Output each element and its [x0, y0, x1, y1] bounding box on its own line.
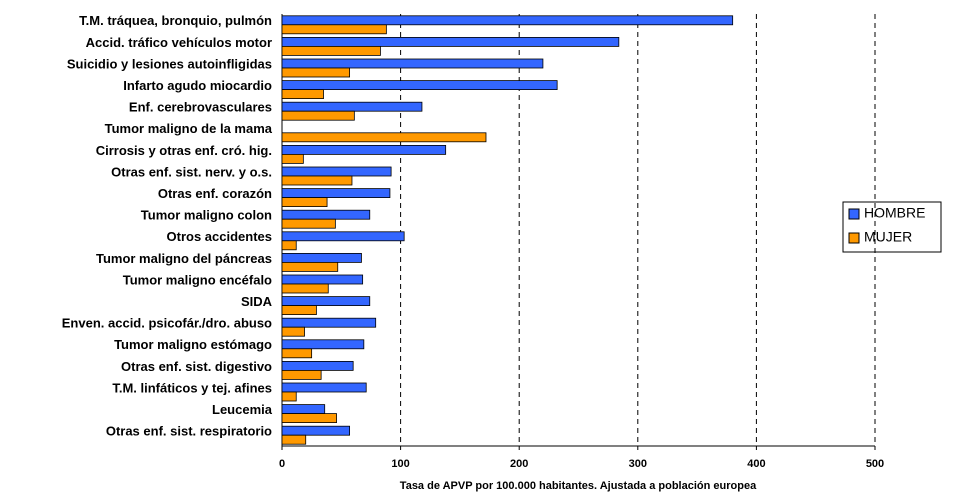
bar — [281, 231, 405, 242]
y-tick-label: Suicidio y lesiones autoinfligidas — [67, 56, 272, 71]
bar — [281, 240, 297, 251]
bar — [281, 274, 364, 285]
bar — [281, 197, 328, 208]
bar — [281, 369, 322, 380]
bar — [281, 80, 558, 90]
y-tick-label: Accid. tráfico vehículos motor — [86, 35, 272, 50]
bar — [281, 348, 313, 359]
y-tick-label: Otros accidentes — [167, 229, 273, 244]
bar — [281, 46, 381, 56]
bar — [281, 339, 365, 350]
bar — [281, 166, 392, 177]
y-tick-label: T.M. linfáticos y tej. afines — [112, 380, 272, 395]
y-tick-label: Cirrosis y otras enf. cró. hig. — [96, 143, 272, 158]
bar — [281, 360, 354, 371]
x-tick-label: 500 — [866, 458, 884, 470]
bar — [281, 188, 391, 199]
bar — [281, 404, 326, 415]
bar — [281, 175, 353, 186]
x-tick-label: 200 — [510, 458, 528, 470]
bar — [281, 24, 387, 35]
y-tick-label: Otras enf. corazón — [158, 186, 272, 201]
bar — [281, 89, 324, 99]
bar — [281, 434, 307, 445]
bar — [281, 425, 351, 436]
bar — [281, 153, 304, 164]
y-tick-label: Otras enf. sist. nerv. y o.s. — [111, 164, 272, 179]
x-tick-label: 300 — [629, 458, 647, 470]
y-tick-label: Tumor maligno del páncreas — [96, 251, 272, 266]
y-tick-label: Tumor maligno de la mama — [105, 121, 273, 136]
bar — [281, 391, 297, 402]
y-tick-label: Tumor maligno estómago — [114, 337, 272, 352]
y-tick-label: T.M. tráquea, bronquio, pulmón — [79, 13, 272, 28]
bar — [281, 15, 734, 26]
bar — [281, 67, 351, 78]
bar — [281, 413, 337, 424]
y-tick-label: Otras enf. sist. respiratorio — [106, 424, 272, 439]
x-tick-label: 400 — [747, 458, 765, 470]
y-tick-label: SIDA — [241, 294, 273, 309]
legend-swatch — [848, 208, 860, 220]
legend-swatch — [848, 232, 860, 244]
y-tick-label: Tumor maligno encéfalo — [123, 272, 272, 287]
y-tick-label: Infarto agudo miocardio — [123, 78, 272, 93]
y-tick-label: Enf. cerebrovasculares — [129, 100, 272, 115]
y-tick-label: Tumor maligno colon — [141, 208, 272, 223]
bar — [281, 317, 377, 328]
bar — [281, 305, 317, 316]
bar — [281, 58, 544, 69]
bar — [281, 252, 362, 263]
bar — [281, 261, 339, 272]
bar — [281, 296, 371, 307]
bar — [281, 382, 367, 393]
x-tick-label: 100 — [391, 458, 409, 470]
bar — [281, 218, 336, 229]
bar — [281, 110, 355, 121]
bar — [281, 144, 447, 155]
bar — [281, 132, 487, 143]
bar — [281, 37, 620, 47]
bar — [281, 209, 371, 220]
x-axis-label: Tasa de APVP por 100.000 habitantes. Aju… — [400, 480, 757, 492]
x-tick-label: 0 — [279, 458, 285, 470]
bar — [281, 101, 423, 112]
y-tick-label: Otras enf. sist. digestivo — [121, 359, 272, 374]
legend-label: MUJER — [864, 229, 912, 245]
legend-label: HOMBRE — [864, 205, 925, 221]
bar — [281, 283, 329, 294]
y-tick-label: Enven. accid. psicofár./dro. abuso — [62, 316, 272, 331]
bar — [281, 326, 305, 337]
y-tick-label: Leucemia — [212, 402, 273, 417]
